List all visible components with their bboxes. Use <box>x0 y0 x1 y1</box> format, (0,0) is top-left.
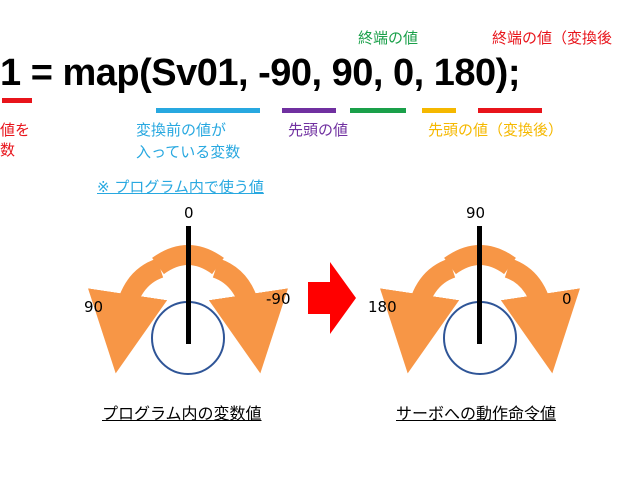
dial-left-right-value: -90 <box>266 290 291 308</box>
program-note: ※ プログラム内で使う値 <box>97 178 264 196</box>
underline-red-left <box>2 98 32 103</box>
transform-arrow <box>308 262 356 334</box>
label-from-high: 終端の値 <box>358 29 419 47</box>
underline-blue <box>156 108 260 113</box>
dial-left-caption: プログラム内の変数値 <box>102 404 262 423</box>
dial-left <box>88 226 288 375</box>
label-input-var-2: 入っている変数 <box>136 143 241 161</box>
label-left-cut-2: 数 <box>0 141 16 159</box>
label-to-high: 終端の値（変換後 <box>492 29 613 47</box>
dial-right-needle <box>477 226 482 344</box>
dial-right-left-value: 180 <box>368 298 397 316</box>
dial-right-caption: サーボへの動作命令値 <box>396 404 557 423</box>
code-line: 1 = map(Sv01, -90, 90, 0, 180); <box>0 52 520 94</box>
underline-purple <box>282 108 336 113</box>
dial-left-arrow-left <box>88 258 168 374</box>
underline-green <box>350 108 406 113</box>
dial-right-right-value: 0 <box>562 290 572 308</box>
label-to-low: 先頭の値（変換後） <box>428 121 564 139</box>
dial-left-left-value: 90 <box>84 298 104 316</box>
dial-left-top-value: 0 <box>184 204 194 222</box>
dial-right-top-value: 90 <box>466 204 486 222</box>
underline-red-right <box>478 108 542 113</box>
dial-right-arrow-right <box>500 258 580 374</box>
dial-left-arrow-right <box>208 258 288 374</box>
dial-left-needle <box>186 226 191 344</box>
dial-right-arrow-left <box>380 258 460 374</box>
label-left-cut-1: 値を <box>0 121 31 139</box>
underline-yellow <box>422 108 456 113</box>
label-from-low: 先頭の値 <box>288 121 349 139</box>
label-input-var-1: 変換前の値が <box>136 121 227 139</box>
dial-right <box>380 226 580 375</box>
